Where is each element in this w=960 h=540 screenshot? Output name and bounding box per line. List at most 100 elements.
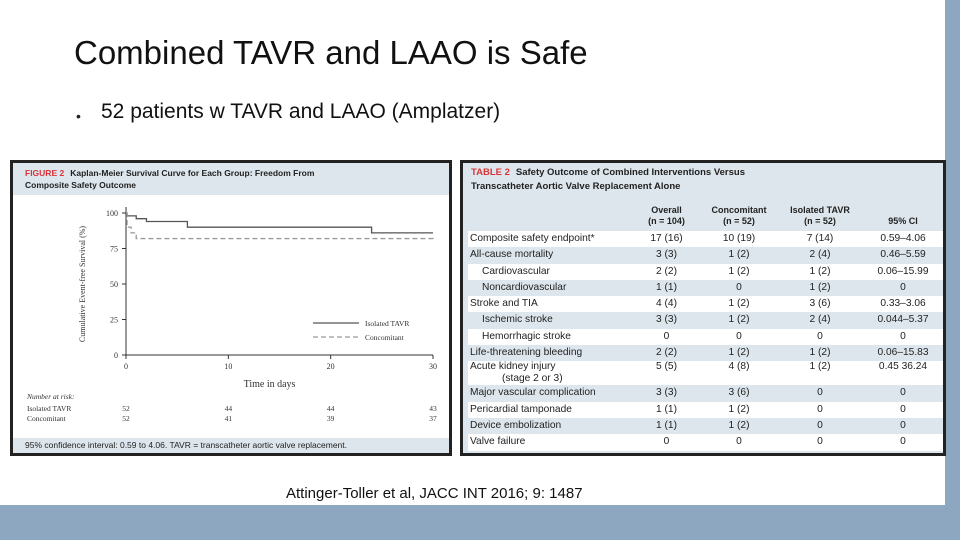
table-cell: 2 (2) bbox=[656, 265, 677, 277]
y-tick-label: 75 bbox=[110, 245, 118, 254]
table-cell: 0 bbox=[900, 387, 906, 399]
column-header-line2: (n = 52) bbox=[723, 216, 755, 226]
table-cell: 0 bbox=[900, 403, 906, 415]
table-cell: 0 bbox=[817, 387, 823, 399]
risk-row-label: Concomitant bbox=[27, 414, 67, 423]
table-cell: 0 bbox=[663, 330, 670, 342]
row-label: Valve failure bbox=[470, 436, 526, 448]
table-row: Ischemic stroke 3 (3) 1 (2) 2 (4) 0.044–5.37 bbox=[468, 312, 943, 328]
x-tick-label: 30 bbox=[429, 362, 437, 371]
row-label: Device embolization bbox=[470, 419, 562, 431]
table-cell: 1 (1) bbox=[656, 281, 677, 293]
table-cell: 1 (2) bbox=[728, 298, 750, 310]
table-cell: 0 bbox=[663, 436, 670, 448]
table-cell: 5 (5) bbox=[656, 361, 677, 373]
column-header-line2: (n = 52) bbox=[804, 216, 836, 226]
table-cell: 1 (2) bbox=[728, 403, 750, 415]
risk-count: 37 bbox=[429, 414, 437, 423]
table-cell: 1 (2) bbox=[728, 314, 750, 326]
table-cell: 3 (3) bbox=[656, 387, 677, 399]
table-row: Pericardial tamponade 1 (1) 1 (2) 0 0 bbox=[468, 401, 943, 418]
legend-label: Isolated TAVR bbox=[365, 319, 409, 328]
table-cell: 0.044–5.37 bbox=[877, 314, 929, 326]
table-row: Life-threatening bleeding 2 (2) 1 (2) 1 (2)… bbox=[468, 345, 943, 361]
table-row: Valve failure 0 0 0 0 bbox=[468, 434, 943, 451]
table-cell: 0 bbox=[817, 403, 823, 415]
table-row: Stroke and TIA 4 (4) 1 (2) 3 (6) 0.33–3.06 bbox=[468, 296, 943, 313]
row-label: Ischemic stroke bbox=[482, 314, 553, 326]
y-axis-label: Cumulative Event-free Survival (%) bbox=[78, 226, 87, 343]
figure-footer: 95% confidence interval: 0.59 to 4.06. T… bbox=[13, 438, 449, 453]
row-label: Composite safety endpoint* bbox=[470, 233, 595, 244]
x-tick-label: 10 bbox=[224, 362, 232, 371]
table-cell: 0 bbox=[736, 281, 742, 293]
km-curve-concomitant bbox=[126, 212, 434, 240]
risk-count: 39 bbox=[327, 414, 335, 423]
row-label: Pericardial tamponade bbox=[470, 403, 572, 415]
row-label: Major vascular complication bbox=[470, 387, 596, 399]
figure-footnote: 95% confidence interval: 0.59 to 4.06. T… bbox=[25, 440, 347, 450]
table-cell: 0 bbox=[900, 330, 906, 342]
table-title-text: Safety Outcome of Combined Interventions… bbox=[515, 167, 745, 178]
table-label: TABLE 2 bbox=[471, 167, 510, 178]
table-row: Hemorrhagic stroke 0 0 0 0 bbox=[468, 328, 943, 346]
risk-count: 41 bbox=[225, 414, 233, 423]
table-cell: 2 (4) bbox=[809, 249, 831, 261]
risk-count: 44 bbox=[327, 404, 335, 413]
table-cell: 1 (2) bbox=[809, 347, 831, 359]
table-cell: 0 bbox=[900, 281, 906, 293]
row-label: Stroke and TIA bbox=[470, 298, 538, 310]
figure-title-line1: FIGURE 2 Kaplan-Meier Survival Curve for … bbox=[25, 168, 314, 178]
y-tick-label: 50 bbox=[110, 280, 118, 289]
bullet-icon: • bbox=[76, 108, 81, 124]
row-label: All-cause mortality bbox=[470, 249, 554, 261]
table-row: Cardiovascular 2 (2) 1 (2) 1 (2) 0.06–15.99 bbox=[468, 263, 943, 280]
column-header-line2: (n = 104) bbox=[648, 216, 685, 226]
row-label: Acute kidney injury (stage 2 or 3) bbox=[470, 361, 563, 385]
table-cell: 0.06–15.83 bbox=[877, 347, 929, 359]
table-cell: 0.45 36.24 bbox=[878, 361, 928, 373]
table-cell: 3 (3) bbox=[656, 249, 677, 261]
figure-label: FIGURE 2 bbox=[25, 168, 65, 178]
row-label: Noncardiovascular bbox=[482, 281, 567, 293]
table-cell: 0.06–15.99 bbox=[877, 265, 929, 277]
y-tick-label: 25 bbox=[110, 316, 118, 325]
table-cell: 4 (4) bbox=[656, 298, 677, 310]
column-header-concomitant: Concomitant (n = 52) bbox=[699, 205, 779, 227]
y-tick-label: 100 bbox=[106, 209, 118, 218]
table-cell: 1 (1) bbox=[656, 403, 677, 415]
table-cell: 1 (2) bbox=[728, 249, 750, 261]
table-cell: 0 bbox=[817, 330, 823, 342]
title-area: Combined TAVR and LAAO is Safe bbox=[0, 0, 945, 100]
table-cell: 0 bbox=[900, 419, 906, 431]
table-cell: 7 (14) bbox=[806, 233, 834, 244]
table-cell: 1 (2) bbox=[728, 419, 750, 431]
table-cell: 1 (2) bbox=[728, 265, 750, 277]
table-cell: 1 (1) bbox=[656, 419, 677, 431]
risk-count: 52 bbox=[122, 404, 130, 413]
table-cell: 4 (8) bbox=[728, 361, 750, 373]
column-header-line1: Overall bbox=[651, 205, 682, 215]
table-cell: 0 bbox=[817, 436, 823, 448]
column-header-overall: Overall (n = 104) bbox=[629, 205, 704, 227]
column-header-line1: ​ bbox=[863, 205, 943, 216]
safety-outcome-table: TABLE 2 Safety Outcome of Combined Interv… bbox=[460, 160, 946, 456]
km-curve-isolated-tavr bbox=[126, 212, 433, 234]
table-row: All-cause mortality 3 (3) 1 (2) 2 (4) 0.46–5… bbox=[468, 247, 943, 263]
table-cell: 0 bbox=[736, 330, 742, 342]
row-label-continued: (stage 2 or 3) bbox=[502, 373, 563, 385]
table-cell: 3 (6) bbox=[809, 298, 831, 310]
kaplan-meier-figure: FIGURE 2 Kaplan-Meier Survival Curve for … bbox=[10, 160, 452, 456]
table-title-line2: Transcatheter Aortic Valve Replacement A… bbox=[471, 181, 681, 192]
risk-count: 52 bbox=[122, 414, 130, 423]
table-cell: 2 (2) bbox=[656, 347, 677, 359]
risk-count: 44 bbox=[225, 404, 233, 413]
legend-label: Concomitant bbox=[365, 333, 405, 342]
table-panel: TABLE 2 Safety Outcome of Combined Interv… bbox=[463, 163, 943, 453]
citation: Attinger-Toller et al, JACC INT 2016; 9:… bbox=[286, 485, 583, 502]
column-header-line1: Concomitant bbox=[711, 205, 767, 215]
table-row: Major vascular complication 3 (3) 3 (6) 0 0 bbox=[468, 385, 943, 401]
table-cell: 10 (19) bbox=[722, 233, 756, 244]
slide-title: Combined TAVR and LAAO is Safe bbox=[74, 34, 588, 71]
table-row: Acute kidney injury (stage 2 or 3) 5 (5) 4 … bbox=[468, 361, 943, 386]
